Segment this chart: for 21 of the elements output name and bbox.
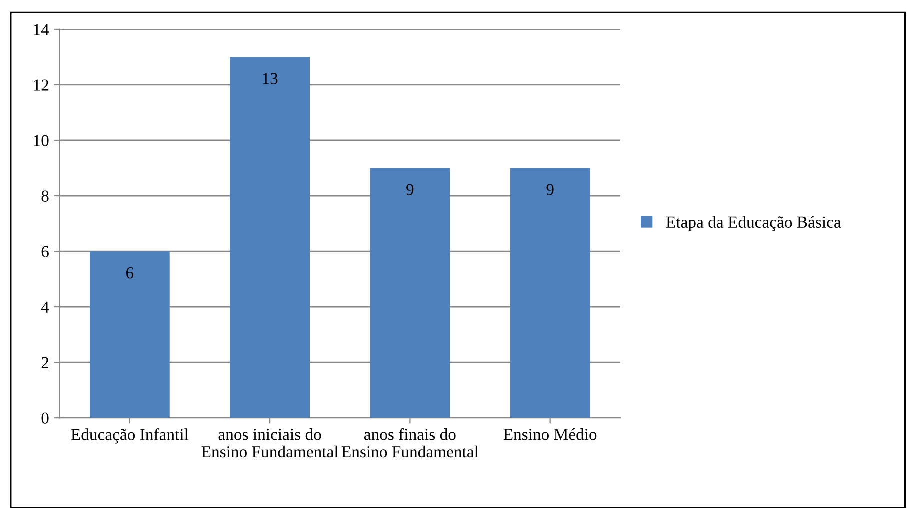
x-tick-label: anos finais do Ensino Fundamental [342,428,479,458]
x-tick-label: Educação Infantil [71,428,189,444]
data-label: 13 [263,73,278,84]
data-label: 9 [406,184,414,196]
x-tick-label: anos iniciais do Ensino Fundamental [202,428,338,458]
data-label: 9 [546,184,554,196]
y-tick-label: 8 [42,190,49,202]
legend-label: Etapa da Educação Básica [666,216,842,232]
bar [370,168,450,418]
y-tick-label: 14 [34,24,50,36]
bar [90,252,170,418]
bar [230,57,310,418]
y-tick-label: 0 [42,412,49,424]
x-tick-label: Ensino Médio [504,428,597,440]
y-tick-label: 4 [41,302,50,313]
y-tick-label: 6 [42,246,49,258]
bar [510,168,590,418]
y-tick-label: 10 [34,135,49,146]
y-tick-label: 12 [34,80,49,91]
y-tick-label: 2 [42,357,49,368]
data-label: 6 [126,268,134,279]
